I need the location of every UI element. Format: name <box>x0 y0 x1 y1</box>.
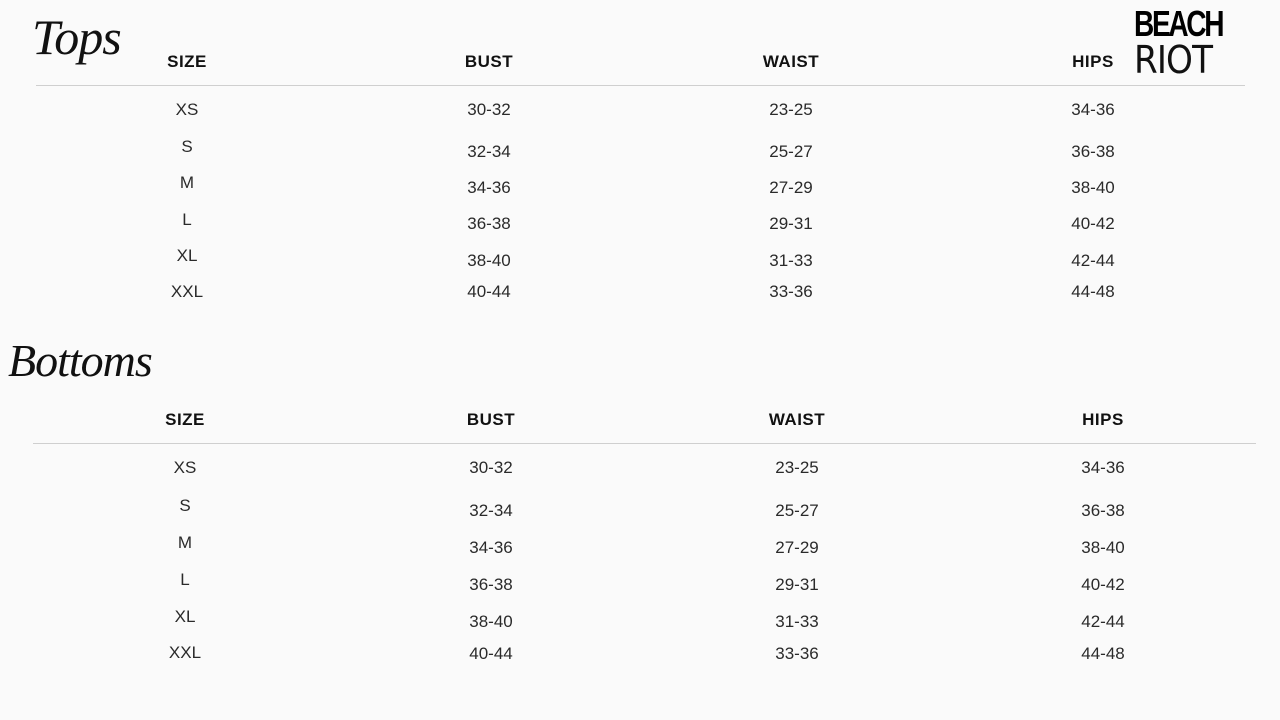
bottoms-title: Bottoms <box>8 335 153 386</box>
cell-waist: 33-36 <box>775 644 819 663</box>
cell-size: S <box>181 137 193 156</box>
cell-hips: 42-44 <box>1081 612 1125 631</box>
cell-hips: 34-36 <box>1071 100 1115 119</box>
cell-size: XS <box>175 100 199 119</box>
cell-size: M <box>177 533 193 552</box>
cell-bust: 30-32 <box>469 458 513 477</box>
bottoms-header-size: SIZE <box>165 410 205 429</box>
cell-waist: 25-27 <box>775 501 819 520</box>
cell-size: XL <box>176 246 198 265</box>
cell-bust: 34-36 <box>467 178 511 197</box>
cell-bust: 34-36 <box>469 538 513 557</box>
cell-size: XXL <box>168 643 202 662</box>
bottoms-divider <box>33 443 1256 444</box>
brand-logo: BEACHRIOT <box>1134 3 1224 82</box>
cell-waist: 29-31 <box>769 214 813 233</box>
cell-waist: 27-29 <box>769 178 813 197</box>
bottoms-header-waist: WAIST <box>768 410 826 429</box>
cell-hips: 36-38 <box>1071 142 1115 161</box>
cell-size: M <box>179 173 195 192</box>
cell-hips: 40-42 <box>1071 214 1115 233</box>
cell-bust: 36-38 <box>467 214 511 233</box>
cell-bust: 30-32 <box>467 100 511 119</box>
cell-hips: 34-36 <box>1081 458 1125 477</box>
cell-hips: 38-40 <box>1081 538 1125 557</box>
cell-waist: 33-36 <box>769 282 813 301</box>
cell-bust: 36-38 <box>469 575 513 594</box>
cell-hips: 44-48 <box>1081 644 1125 663</box>
cell-hips: 36-38 <box>1081 501 1125 520</box>
tops-header-bust: BUST <box>464 52 514 71</box>
tops-divider <box>36 85 1245 86</box>
cell-bust: 38-40 <box>467 251 511 270</box>
tops-header-waist: WAIST <box>762 52 820 71</box>
cell-waist: 23-25 <box>775 458 819 477</box>
cell-bust: 32-34 <box>469 501 513 520</box>
cell-waist: 25-27 <box>769 142 813 161</box>
cell-hips: 44-48 <box>1071 282 1115 301</box>
cell-hips: 42-44 <box>1071 251 1115 270</box>
tops-header-hips: HIPS <box>1072 52 1114 71</box>
cell-waist: 31-33 <box>775 612 819 631</box>
bottoms-header-hips: HIPS <box>1082 410 1124 429</box>
cell-size: XS <box>173 458 197 477</box>
cell-size: S <box>179 496 191 515</box>
cell-hips: 38-40 <box>1071 178 1115 197</box>
cell-size: XXL <box>170 282 204 301</box>
tops-title: Tops <box>32 9 122 65</box>
cell-size: L <box>180 570 190 589</box>
cell-size: XL <box>174 607 196 626</box>
cell-bust: 32-34 <box>467 142 511 161</box>
cell-size: L <box>182 210 192 229</box>
cell-bust: 38-40 <box>469 612 513 631</box>
cell-bust: 40-44 <box>467 282 511 301</box>
cell-waist: 23-25 <box>769 100 813 119</box>
cell-waist: 27-29 <box>775 538 819 557</box>
bottoms-header-bust: BUST <box>466 410 516 429</box>
cell-waist: 29-31 <box>775 575 819 594</box>
tops-header-size: SIZE <box>167 52 207 71</box>
cell-bust: 40-44 <box>469 644 513 663</box>
cell-hips: 40-42 <box>1081 575 1125 594</box>
cell-waist: 31-33 <box>769 251 813 270</box>
